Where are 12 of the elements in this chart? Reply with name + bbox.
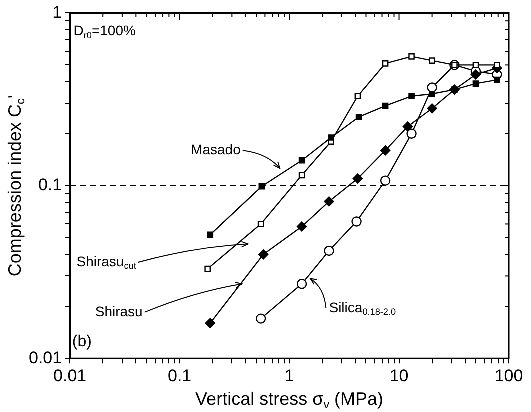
x-tick-label: 10	[390, 366, 409, 386]
y-axis-title: Compression index Cc'	[4, 95, 28, 277]
x-tick-label: 0.01	[54, 366, 87, 386]
y-tick-label: 0.1	[38, 176, 62, 195]
y-tick-label: 0.01	[28, 348, 62, 368]
x-tick-label: 100	[494, 366, 524, 386]
text: Shirasu	[95, 303, 143, 320]
x-tick-label: 1	[284, 366, 294, 386]
text: Masado	[191, 142, 242, 158]
annotation: (b)	[72, 333, 92, 350]
y-tick-label: 1	[52, 2, 62, 22]
x-tick-label: 0.1	[168, 366, 192, 386]
